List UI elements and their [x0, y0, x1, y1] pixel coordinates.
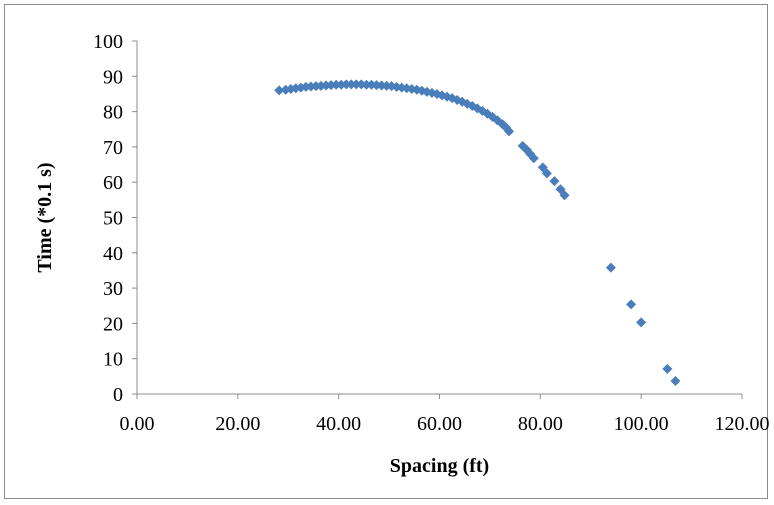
y-tick-label: 50: [103, 208, 123, 230]
data-point: [331, 79, 342, 90]
y-tick-label: 100: [93, 31, 123, 53]
data-point: [559, 190, 570, 201]
x-tick-label: 20.00: [215, 413, 260, 435]
y-tick-label: 10: [103, 349, 123, 371]
x-tick-label: 80.00: [518, 413, 563, 435]
data-point: [341, 79, 352, 90]
y-tick-label: 90: [103, 66, 123, 88]
data-point: [549, 176, 560, 187]
y-tick-label: 70: [103, 137, 123, 159]
data-point: [636, 317, 647, 328]
y-tick-label: 80: [103, 102, 123, 124]
data-point: [528, 153, 539, 164]
x-axis-ticks: 0.00 20.00 40.00 60.00 80.00 100.00 120.00: [120, 394, 770, 435]
y-tick-label: 60: [103, 172, 123, 194]
x-tick-label: 120.00: [715, 413, 770, 435]
data-point: [351, 79, 362, 90]
x-tick-label: 100.00: [614, 413, 669, 435]
data-point: [504, 126, 515, 137]
x-tick-label: 60.00: [417, 413, 462, 435]
y-tick-label: 30: [103, 278, 123, 300]
x-tick-label: 0.00: [120, 413, 155, 435]
y-tick-label: 20: [103, 313, 123, 335]
data-point: [670, 375, 681, 386]
y-axis-title: Time (*0.1 s): [34, 162, 56, 272]
x-axis-title: Spacing (ft): [390, 455, 489, 477]
y-tick-label: 40: [103, 243, 123, 265]
y-axis-ticks: 0 10 20 30 40 50 60 70 80 90 100: [93, 31, 137, 406]
x-tick-label: 40.00: [316, 413, 361, 435]
data-points: [274, 79, 681, 386]
data-point: [361, 79, 372, 90]
data-point: [274, 85, 285, 96]
data-point: [555, 184, 566, 195]
data-point: [662, 363, 673, 374]
data-point: [626, 299, 637, 310]
data-point: [541, 168, 552, 179]
data-point: [346, 79, 357, 90]
y-tick-label: 0: [113, 384, 123, 406]
data-point: [537, 162, 548, 173]
data-point: [605, 262, 616, 273]
